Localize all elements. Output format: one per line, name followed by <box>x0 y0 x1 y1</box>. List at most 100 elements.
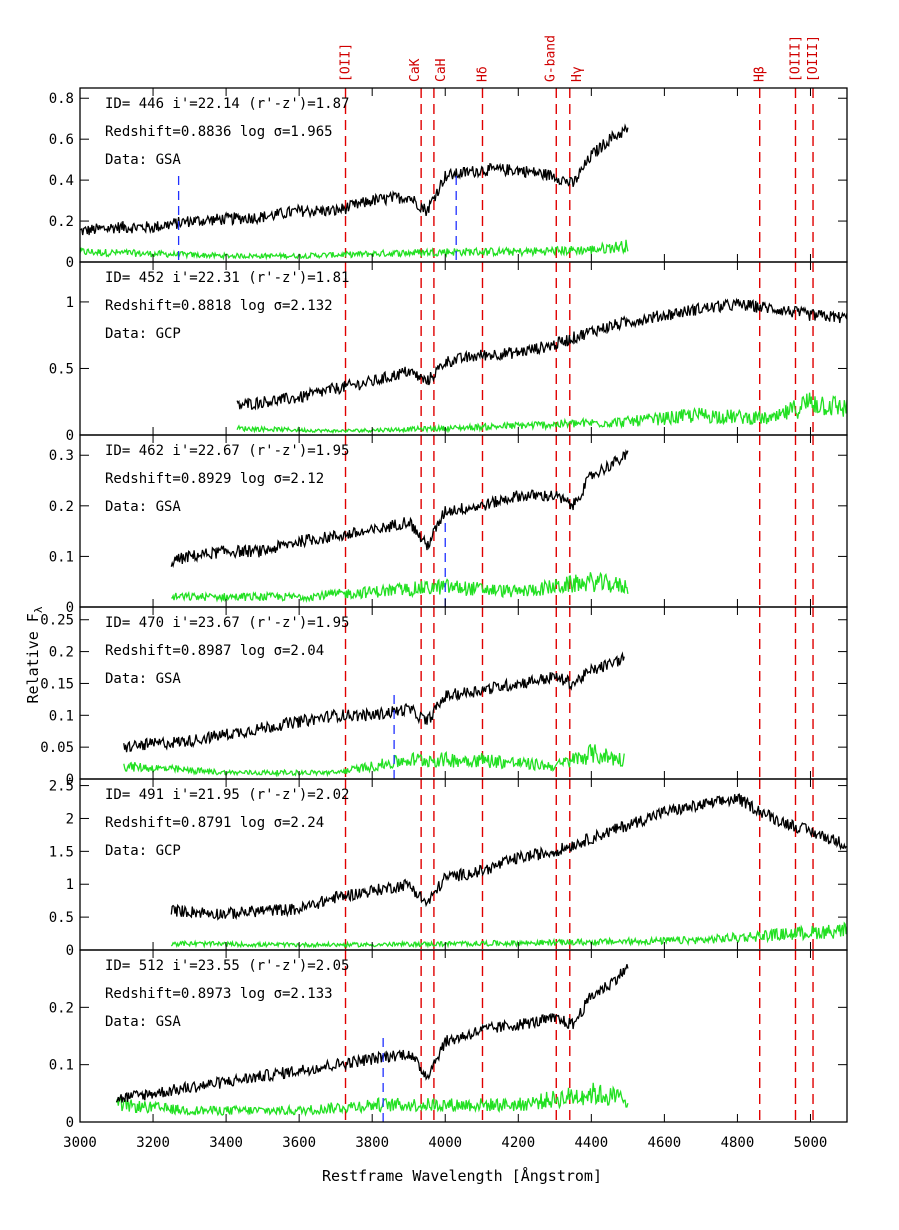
error-spectrum-4 <box>170 921 847 949</box>
spectral-line-label-0: [OII] <box>339 43 354 82</box>
error-spectrum-5 <box>115 1082 629 1117</box>
error-spectrum-3 <box>123 743 625 778</box>
panel-data-source: Data: GSA <box>105 1014 181 1030</box>
flux-spectrum-0 <box>80 123 629 236</box>
panel-id-line: ID= 462 i'=22.67 (r'-z')=1.95 <box>105 443 349 459</box>
y-tick-label-1: 0.05 <box>40 740 74 756</box>
x-axis-label: Restframe Wavelength [Ångstrom] <box>322 1166 602 1185</box>
x-tick-label-1: 3200 <box>136 1135 170 1151</box>
y-tick-label-2: 1 <box>66 295 74 311</box>
x-tick-label-2: 3400 <box>209 1135 243 1151</box>
x-tick-label-5: 4000 <box>428 1135 462 1151</box>
spectral-line-label-2: CaH <box>434 59 449 82</box>
spectrum-panel-1: 0 0.5 1 ID= 452 i'=22.31 (r'-z')=1.81 Redshi… <box>49 261 848 444</box>
panel-id-line: ID= 446 i'=22.14 (r'-z')=1.87 <box>105 96 349 112</box>
panel-plot-area-3 <box>123 651 625 779</box>
panel-redshift-line: Redshift=0.8791 log σ=2.24 <box>105 815 324 831</box>
panel-plot-area-0 <box>80 123 629 262</box>
panel-data-source: Data: GCP <box>105 326 181 342</box>
y-tick-label-0: 0 <box>66 772 74 788</box>
panel-redshift-line: Redshift=0.8929 log σ=2.12 <box>105 471 324 487</box>
y-axis-label: Relative Fλ <box>24 606 45 703</box>
panel-data-source: Data: GCP <box>105 843 181 859</box>
panel-id-line: ID= 470 i'=23.67 (r'-z')=1.95 <box>105 615 349 631</box>
x-tick-label-9: 4800 <box>721 1135 755 1151</box>
x-tick-label-7: 4400 <box>574 1135 608 1151</box>
y-tick-label-3: 0.3 <box>49 448 74 464</box>
panel-redshift-line: Redshift=0.8973 log σ=2.133 <box>105 986 333 1002</box>
flux-spectrum-1 <box>236 297 847 411</box>
y-tick-label-2: 0.4 <box>49 173 74 189</box>
panel-frame-2 <box>79 434 848 608</box>
y-tick-label-2: 0.2 <box>49 499 74 515</box>
spectral-line-labels: [OII] CaK CaH Hδ G-band Hγ Hβ [OIII] [OIII] <box>339 35 822 82</box>
error-spectrum-1 <box>236 392 847 435</box>
y-tick-label-0: 0 <box>66 600 74 616</box>
panel-frame-4 <box>79 778 848 951</box>
spectral-line-label-7: [OIII] <box>789 35 804 82</box>
y-tick-label-3: 0.15 <box>40 676 74 692</box>
y-tick-label-2: 1 <box>66 877 74 893</box>
panel-frame-5 <box>79 949 848 1123</box>
panel-plot-area-4 <box>170 793 847 949</box>
x-tick-label-8: 4600 <box>648 1135 682 1151</box>
panel-id-line: ID= 491 i'=21.95 (r'-z')=2.02 <box>105 787 349 803</box>
y-tick-label-3: 1.5 <box>49 844 74 860</box>
y-axis-label-sub: λ <box>32 606 45 613</box>
x-tick-label-4: 3800 <box>355 1135 389 1151</box>
spectrum-panel-4: 0 0.5 1 1.5 2 2.5 ID= 491 i'=21.95 (r'-z')=2.0… <box>49 778 848 959</box>
panel-data-source: Data: GSA <box>105 152 181 168</box>
x-tick-label-10: 5000 <box>794 1135 828 1151</box>
spectrum-panel-2: 0 0.1 0.2 0.3 ID= 462 i'=22.67 (r'-z')=1.95 R… <box>49 434 848 616</box>
spectra-panels: 0 0.2 0.4 0.6 0.8 ID= 446 i'=22.14 (r'-z')=1.… <box>40 87 848 1131</box>
x-axis: 3000 3200 3400 3600 3800 4000 4200 4400 4600 4800… <box>63 1135 827 1151</box>
y-tick-label-4: 0.8 <box>49 91 74 107</box>
spectral-line-label-8: [OIII] <box>806 35 821 82</box>
flux-spectrum-5 <box>115 964 629 1103</box>
error-spectrum-0 <box>80 239 629 261</box>
y-tick-label-2: 0.1 <box>49 708 74 724</box>
y-tick-label-1: 0.1 <box>49 1058 74 1074</box>
spectrum-panel-3: 0 0.05 0.1 0.15 0.2 0.25 ID= 470 i'=23.67 (r'-… <box>40 606 848 788</box>
y-tick-label-0: 0 <box>66 255 74 271</box>
spectral-line-label-4: G-band <box>543 35 558 82</box>
panel-plot-area-2 <box>170 448 629 607</box>
x-tick-label-6: 4200 <box>501 1135 535 1151</box>
panel-redshift-line: Redshift=0.8987 log σ=2.04 <box>105 643 324 659</box>
y-tick-label-2: 0.2 <box>49 1000 74 1016</box>
spectral-line-label-1: CaK <box>408 58 423 82</box>
y-tick-label-1: 0.1 <box>49 549 74 565</box>
panel-data-source: Data: GSA <box>105 499 181 515</box>
panel-id-line: ID= 512 i'=23.55 (r'-z')=2.05 <box>105 958 349 974</box>
y-tick-label-5: 0.25 <box>40 613 74 629</box>
y-tick-label-0: 0 <box>66 428 74 444</box>
spectral-line-label-6: Hβ <box>753 66 768 82</box>
x-tick-label-0: 3000 <box>63 1135 97 1151</box>
y-tick-label-0: 0 <box>66 1115 74 1131</box>
panel-plot-area-1 <box>236 297 847 435</box>
spectral-line-label-5: Hγ <box>570 66 585 82</box>
panel-frame-1 <box>79 261 848 436</box>
flux-spectrum-2 <box>170 448 629 568</box>
spectrum-panel-5: 0 0.1 0.2 ID= 512 i'=23.55 (r'-z')=2.05 Reds… <box>49 949 848 1131</box>
spectral-line-label-3: Hδ <box>475 66 490 82</box>
y-tick-label-5: 2.5 <box>49 779 74 795</box>
panel-redshift-line: Redshift=0.8836 log σ=1.965 <box>105 124 333 140</box>
y-tick-label-4: 0.2 <box>49 645 74 661</box>
y-axis-label-main: Relative F <box>24 613 42 703</box>
y-tick-label-4: 2 <box>66 811 74 827</box>
panel-id-line: ID= 452 i'=22.31 (r'-z')=1.81 <box>105 270 349 286</box>
panel-plot-area-5 <box>115 964 629 1122</box>
y-tick-label-0: 0 <box>66 943 74 959</box>
y-tick-label-3: 0.6 <box>49 132 74 148</box>
y-tick-label-1: 0.5 <box>49 910 74 926</box>
y-tick-label-1: 0.2 <box>49 214 74 230</box>
y-tick-label-1: 0.5 <box>49 361 74 377</box>
panel-redshift-line: Redshift=0.8818 log σ=2.132 <box>105 298 333 314</box>
panel-data-source: Data: GSA <box>105 671 181 687</box>
flux-spectrum-3 <box>123 651 625 753</box>
error-spectrum-2 <box>171 571 629 604</box>
panel-frame-0 <box>79 87 848 263</box>
spectrum-panel-0: 0 0.2 0.4 0.6 0.8 ID= 446 i'=22.14 (r'-z')=1.… <box>49 87 848 271</box>
